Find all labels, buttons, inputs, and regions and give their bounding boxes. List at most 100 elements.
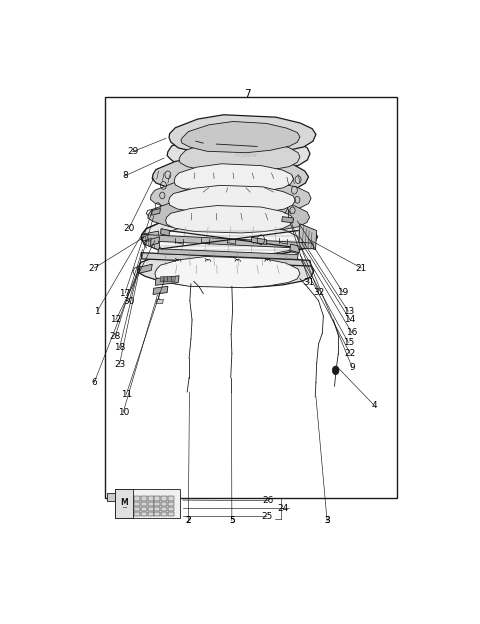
Text: 19: 19 <box>337 288 348 296</box>
Circle shape <box>332 366 339 374</box>
Text: 2: 2 <box>186 516 191 525</box>
Text: 20: 20 <box>123 224 134 233</box>
Text: 30: 30 <box>123 297 134 306</box>
Text: M: M <box>120 498 128 507</box>
Polygon shape <box>134 507 140 511</box>
Polygon shape <box>282 217 294 223</box>
Polygon shape <box>155 512 160 517</box>
Text: 29: 29 <box>127 147 138 156</box>
Text: 5: 5 <box>229 516 235 525</box>
Polygon shape <box>107 493 115 501</box>
Text: 15: 15 <box>343 338 354 347</box>
Text: 25: 25 <box>261 512 272 521</box>
Polygon shape <box>161 512 167 517</box>
Polygon shape <box>153 286 168 295</box>
Polygon shape <box>181 122 300 153</box>
Polygon shape <box>156 300 163 304</box>
Text: 17: 17 <box>120 288 131 298</box>
Polygon shape <box>148 507 154 511</box>
Text: 13: 13 <box>343 307 354 316</box>
Text: 3: 3 <box>324 516 330 525</box>
Polygon shape <box>115 489 180 519</box>
Text: 5: 5 <box>229 516 235 525</box>
Polygon shape <box>142 231 160 250</box>
Polygon shape <box>152 157 309 195</box>
Polygon shape <box>155 496 160 500</box>
Polygon shape <box>134 496 140 500</box>
Polygon shape <box>142 235 314 249</box>
Text: ~: ~ <box>121 505 127 511</box>
Text: 9: 9 <box>349 363 355 371</box>
Polygon shape <box>171 276 175 282</box>
Polygon shape <box>141 512 147 517</box>
Polygon shape <box>290 244 300 253</box>
Polygon shape <box>179 140 300 172</box>
Polygon shape <box>148 496 154 500</box>
Polygon shape <box>141 496 147 500</box>
Text: 8: 8 <box>122 171 128 180</box>
Text: 18: 18 <box>114 343 125 353</box>
Polygon shape <box>169 115 316 155</box>
Text: 21: 21 <box>356 263 367 273</box>
Text: 32: 32 <box>313 288 324 296</box>
Polygon shape <box>134 502 140 506</box>
Text: 31: 31 <box>304 278 315 287</box>
Polygon shape <box>155 502 160 506</box>
Text: 26: 26 <box>263 496 274 505</box>
Polygon shape <box>155 507 160 511</box>
Text: 2: 2 <box>186 516 191 525</box>
Polygon shape <box>252 237 266 245</box>
Text: 6: 6 <box>91 378 97 387</box>
Polygon shape <box>152 208 160 215</box>
Polygon shape <box>141 216 317 256</box>
Text: 14: 14 <box>345 315 356 324</box>
Polygon shape <box>137 251 314 287</box>
Text: 4: 4 <box>372 401 377 410</box>
Polygon shape <box>150 236 160 245</box>
Polygon shape <box>168 507 174 511</box>
Text: 24: 24 <box>277 504 289 513</box>
Text: HYUNDAI: HYUNDAI <box>235 153 257 158</box>
Polygon shape <box>161 502 167 506</box>
Text: 28: 28 <box>109 332 121 341</box>
Polygon shape <box>141 502 147 506</box>
Polygon shape <box>160 228 170 236</box>
Polygon shape <box>168 496 174 500</box>
Polygon shape <box>168 276 172 282</box>
Polygon shape <box>139 264 152 273</box>
Text: 3: 3 <box>324 516 330 525</box>
Polygon shape <box>167 134 310 172</box>
Polygon shape <box>160 276 164 282</box>
Polygon shape <box>141 253 311 266</box>
Text: 16: 16 <box>347 328 358 338</box>
Polygon shape <box>168 185 296 214</box>
Polygon shape <box>150 180 311 214</box>
Polygon shape <box>148 199 310 233</box>
Polygon shape <box>155 276 179 285</box>
Polygon shape <box>156 224 300 256</box>
Polygon shape <box>115 489 133 519</box>
Polygon shape <box>168 502 174 506</box>
Text: 11: 11 <box>120 390 132 399</box>
Polygon shape <box>161 507 167 511</box>
Polygon shape <box>299 224 317 250</box>
Text: 10: 10 <box>118 407 129 417</box>
Text: 1: 1 <box>95 307 100 316</box>
Bar <box>105 97 396 498</box>
Polygon shape <box>158 249 298 260</box>
Polygon shape <box>168 512 174 517</box>
Polygon shape <box>290 246 299 253</box>
Polygon shape <box>164 276 168 282</box>
Text: 23: 23 <box>114 359 125 369</box>
Text: 27: 27 <box>89 263 100 273</box>
Polygon shape <box>161 496 167 500</box>
Text: 12: 12 <box>110 315 121 324</box>
Polygon shape <box>148 502 154 506</box>
Polygon shape <box>134 512 140 517</box>
Polygon shape <box>174 163 294 193</box>
Polygon shape <box>155 256 300 288</box>
Text: 22: 22 <box>345 349 356 358</box>
Text: 7: 7 <box>244 89 251 99</box>
Polygon shape <box>141 507 147 511</box>
Polygon shape <box>166 205 293 233</box>
